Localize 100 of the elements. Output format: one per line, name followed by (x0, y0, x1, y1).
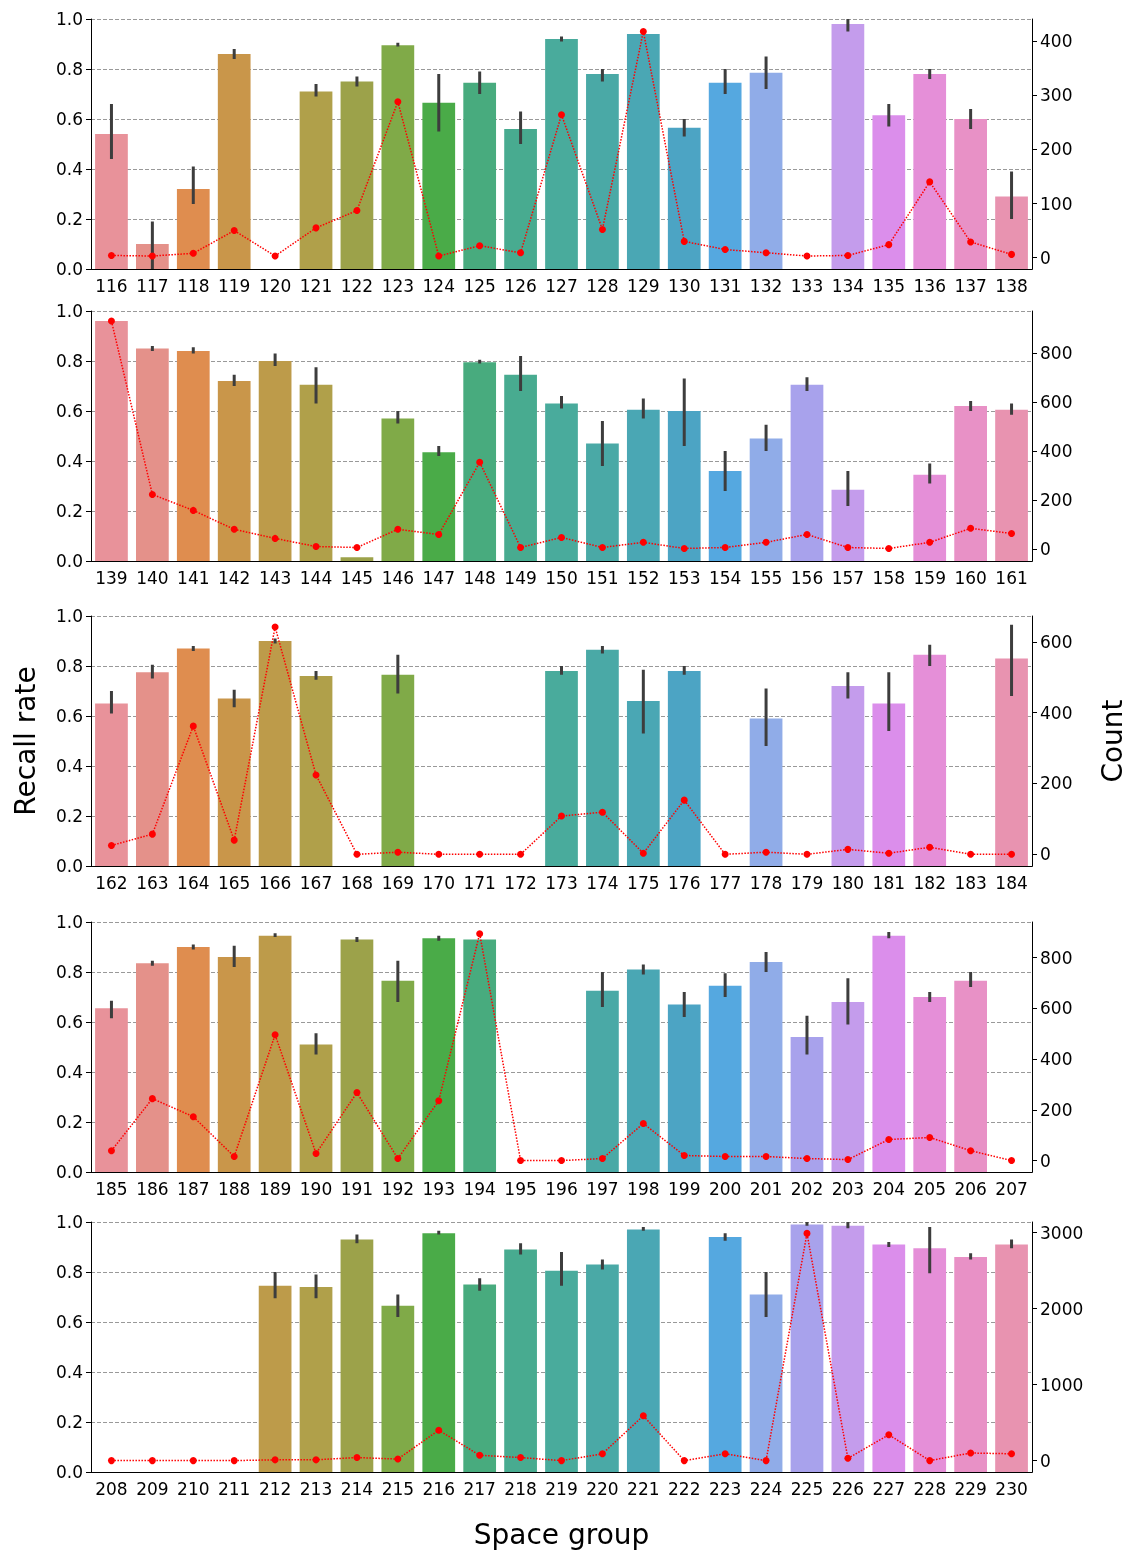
point (230, 836, 238, 844)
bar (626, 969, 660, 1172)
bar (749, 718, 783, 866)
point (762, 538, 770, 546)
x-tick-label: 228 (913, 1478, 946, 1499)
point (844, 543, 852, 551)
x-tick-label: 200 (708, 1178, 742, 1199)
x-tick-label: 167 (299, 872, 333, 893)
x-tick-label: 223 (708, 1478, 742, 1499)
y2-tick-label: 200 (1040, 490, 1073, 511)
point (926, 843, 934, 851)
y-axis-title: Recall rate (8, 666, 42, 816)
point (803, 530, 811, 538)
point (721, 850, 729, 858)
point (885, 1431, 893, 1439)
x-tick-label: 157 (831, 567, 865, 588)
x-tick-label: 124 (422, 275, 455, 296)
point (435, 252, 443, 260)
bar (708, 985, 742, 1172)
x-tick-label: 136 (913, 275, 946, 296)
x-tick-label: 220 (586, 1478, 619, 1499)
point (844, 1454, 852, 1462)
point (517, 850, 525, 858)
bar (381, 45, 415, 269)
y2-tick-label: 600 (1040, 392, 1073, 413)
bar (831, 489, 865, 561)
point (967, 1449, 975, 1457)
x-tick-label: 216 (422, 1478, 455, 1499)
bar (995, 196, 1028, 269)
point (926, 1133, 934, 1141)
point (517, 543, 525, 551)
x-tick-label: 170 (422, 872, 455, 893)
bar (381, 418, 415, 561)
point (803, 850, 811, 858)
x-tick-label: 138 (995, 275, 1028, 296)
x-tick-label: 132 (749, 275, 783, 296)
point (476, 1451, 484, 1459)
bar (176, 947, 210, 1172)
x-tick-label: 131 (708, 275, 742, 296)
bar (95, 134, 128, 269)
point (1008, 1157, 1016, 1165)
x-tick-label: 156 (790, 567, 824, 588)
y-tick-label: 0.6 (55, 706, 83, 726)
bar (954, 1257, 987, 1472)
point (967, 524, 975, 532)
bar (995, 658, 1028, 866)
x-tick-label: 224 (749, 1478, 783, 1499)
y-tick-label: 0.4 (55, 756, 83, 776)
bar (504, 129, 537, 269)
x-tick-label: 122 (340, 275, 374, 296)
bar (95, 703, 128, 866)
point (189, 249, 197, 257)
x-tick-label: 165 (217, 872, 251, 893)
bar (586, 443, 619, 561)
point (107, 1147, 115, 1155)
bar (708, 82, 742, 269)
point (639, 849, 647, 857)
x-tick-label: 152 (627, 567, 660, 588)
y-tick-label: 1.0 (55, 1212, 83, 1232)
y-tick-label: 0.8 (55, 59, 83, 79)
point (230, 1457, 238, 1465)
bar (749, 962, 783, 1172)
point (107, 1457, 115, 1465)
x-tick-label: 225 (790, 1478, 824, 1499)
point (639, 27, 647, 35)
y-tick-label: 0.2 (55, 1412, 83, 1432)
x-tick-label: 197 (586, 1178, 619, 1199)
y-tick-label: 0.6 (55, 109, 83, 129)
point (639, 1120, 647, 1128)
bar (667, 1004, 701, 1172)
bar (913, 1248, 947, 1472)
y-tick-label: 0.0 (55, 856, 83, 876)
x-tick-label: 194 (463, 1178, 496, 1199)
bar (217, 381, 251, 561)
bar (872, 935, 906, 1172)
x-tick-label: 120 (258, 275, 292, 296)
point (680, 544, 688, 552)
x-tick-label: 169 (381, 872, 415, 893)
y-tick-label: 0.8 (55, 656, 83, 676)
y-tick-label: 0.2 (55, 501, 83, 521)
x-tick-label: 190 (299, 1178, 333, 1199)
x-tick-label: 146 (381, 567, 415, 588)
point (680, 796, 688, 804)
y-tick-label: 0.0 (55, 551, 83, 571)
x-tick-label: 196 (545, 1178, 578, 1199)
bar (626, 409, 660, 561)
bar (831, 1002, 865, 1172)
bar (176, 648, 210, 866)
point (271, 1456, 279, 1464)
bar (708, 1237, 742, 1472)
point (721, 246, 729, 254)
y2-tick-label: 400 (1040, 1049, 1073, 1070)
x-tick-label: 166 (258, 872, 292, 893)
x-tick-label: 204 (872, 1178, 906, 1199)
point (885, 849, 893, 857)
y2-tick-label: 0 (1040, 539, 1051, 560)
bar (667, 671, 701, 866)
point (353, 207, 361, 215)
point (639, 538, 647, 546)
bar (545, 403, 578, 561)
